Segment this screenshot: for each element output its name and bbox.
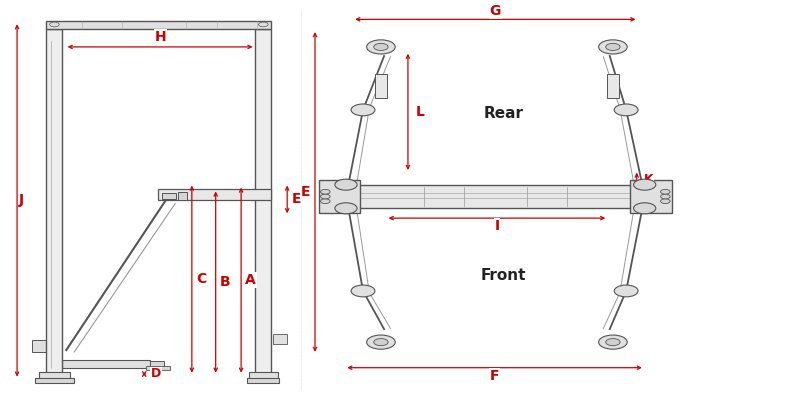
Bar	[46, 21, 271, 29]
Bar	[247, 378, 279, 383]
Text: H: H	[154, 30, 166, 44]
Circle shape	[351, 104, 375, 116]
Bar	[32, 340, 48, 352]
Text: J: J	[19, 194, 25, 208]
Text: E: E	[301, 185, 310, 199]
Circle shape	[606, 338, 620, 346]
Bar	[255, 29, 271, 376]
Text: E: E	[292, 192, 302, 206]
Circle shape	[335, 179, 357, 190]
Text: G: G	[490, 4, 501, 18]
Bar	[162, 192, 176, 199]
Circle shape	[366, 40, 395, 54]
Bar	[319, 180, 360, 213]
Bar	[46, 29, 62, 376]
Circle shape	[351, 285, 375, 297]
Circle shape	[606, 43, 620, 50]
Text: A: A	[246, 273, 256, 287]
Bar	[62, 360, 150, 368]
Circle shape	[321, 189, 330, 194]
Bar	[34, 378, 74, 383]
Circle shape	[374, 338, 388, 346]
Circle shape	[366, 335, 395, 349]
Circle shape	[614, 285, 638, 297]
Bar	[630, 180, 672, 213]
Text: F: F	[490, 368, 499, 382]
Bar	[150, 361, 164, 367]
Text: I: I	[494, 219, 499, 233]
Circle shape	[634, 179, 656, 190]
Text: L: L	[416, 105, 425, 119]
Text: Front: Front	[481, 268, 526, 283]
Bar	[158, 189, 271, 200]
Circle shape	[321, 194, 330, 199]
Circle shape	[598, 335, 627, 349]
Circle shape	[258, 22, 268, 27]
Circle shape	[50, 22, 59, 27]
Bar	[38, 372, 70, 380]
Circle shape	[374, 43, 388, 50]
Text: C: C	[196, 272, 206, 286]
Circle shape	[598, 40, 627, 54]
Text: B: B	[220, 275, 230, 289]
Bar	[352, 185, 638, 208]
Text: D: D	[151, 368, 162, 380]
Bar	[606, 74, 619, 98]
Bar	[146, 366, 170, 370]
Circle shape	[335, 203, 357, 214]
Bar	[178, 192, 187, 200]
Bar	[249, 372, 278, 380]
Text: K: K	[644, 173, 654, 186]
Bar	[273, 334, 287, 344]
Circle shape	[661, 189, 670, 194]
Circle shape	[614, 104, 638, 116]
Text: Rear: Rear	[483, 106, 523, 121]
Circle shape	[321, 199, 330, 204]
Circle shape	[634, 203, 656, 214]
Bar	[374, 74, 387, 98]
Circle shape	[661, 194, 670, 199]
Circle shape	[661, 199, 670, 204]
